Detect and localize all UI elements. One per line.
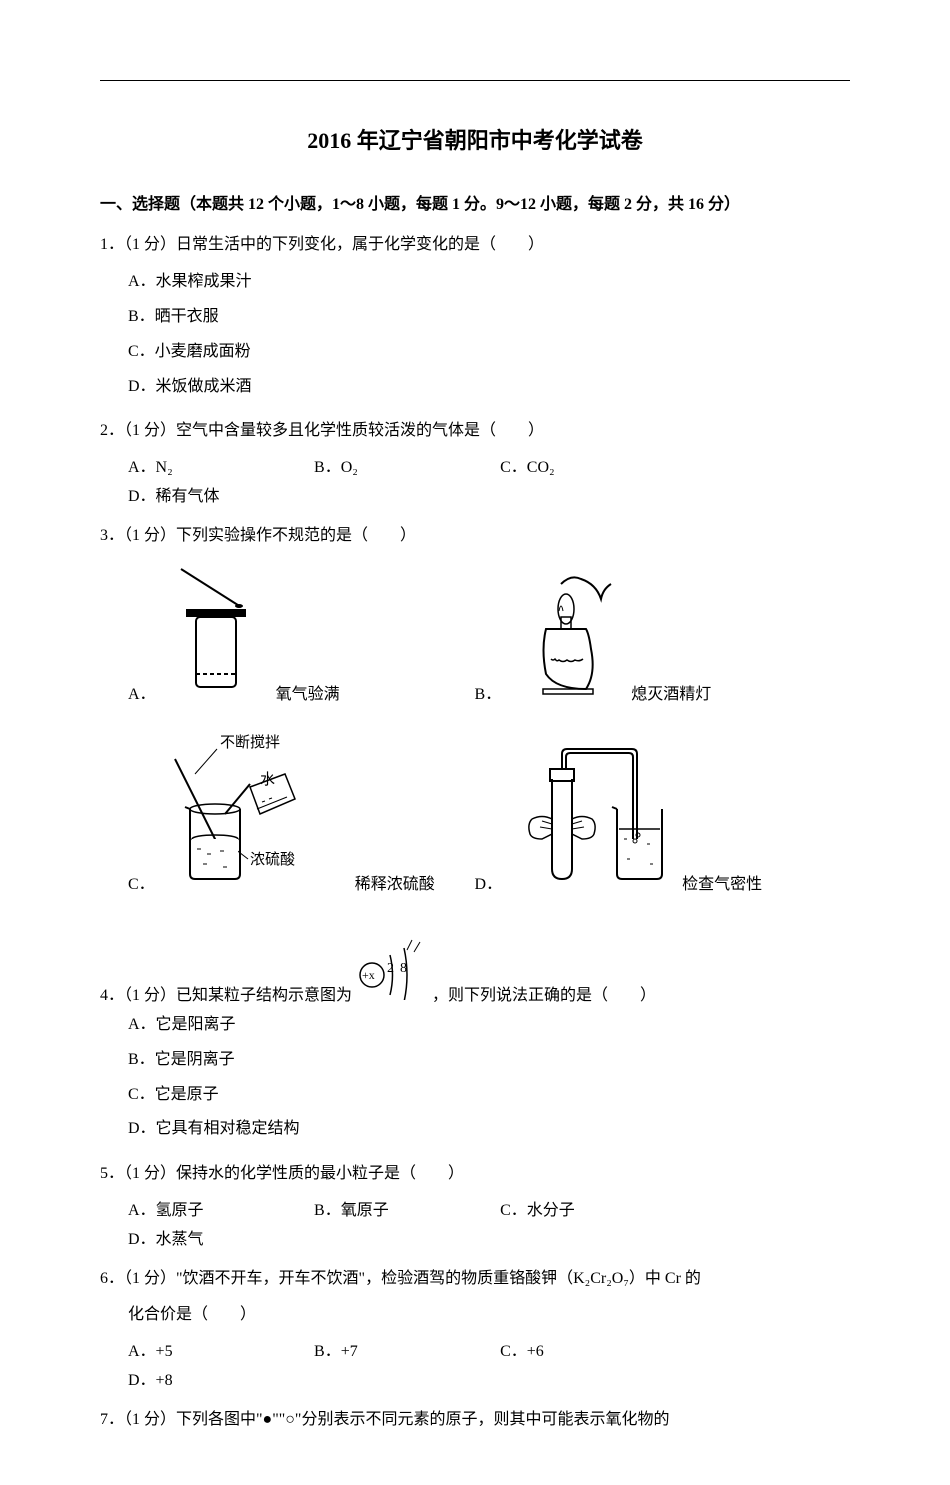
question-3-text: 3．（1 分）下列实验操作不规范的是（ ） — [100, 522, 850, 551]
question-5-text: 5．（1 分）保持水的化学性质的最小粒子是（ ） — [100, 1160, 850, 1189]
q3-a-diagram — [166, 559, 266, 710]
q6-option-c: C．+6 — [500, 1338, 666, 1367]
q4-option-d: D．它具有相对稳定结构 — [128, 1115, 475, 1144]
q3-b-diagram — [511, 559, 621, 710]
q3-option-b: B． 熄灭酒精灯 — [475, 559, 822, 710]
question-7: 7．（1 分）下列各图中"●""○"分别表示不同元素的原子，则其中可能表示氧化物… — [100, 1406, 850, 1435]
q6-option-a: A．+5 — [128, 1338, 294, 1367]
q3-c-caption: 稀释浓硫酸 — [355, 871, 435, 900]
question-7-text: 7．（1 分）下列各图中"●""○"分别表示不同元素的原子，则其中可能表示氧化物… — [100, 1406, 850, 1435]
q4-shell1: 2 — [387, 961, 394, 976]
q4-particle-diagram: +x 2 8 — [352, 930, 432, 1011]
q3-c-diagram: 不断搅拌 水 浓硫酸 — [165, 729, 345, 900]
header-divider — [100, 80, 850, 81]
q4-option-c: C．它是原子 — [128, 1081, 475, 1110]
question-4-text-after: ，则下列说法正确的是（ ） — [432, 982, 656, 1011]
question-3: 3．（1 分）下列实验操作不规范的是（ ） A． 氧气验满 B． — [100, 522, 850, 920]
q3-option-c: C． 不断搅拌 水 浓硫酸 — [128, 729, 475, 900]
q3-b-caption: 熄灭酒精灯 — [631, 681, 711, 710]
q5-option-c: C．水分子 — [500, 1197, 666, 1226]
q5-option-a: A．氢原子 — [128, 1197, 294, 1226]
q1-option-d: D．米饭做成米酒 — [128, 373, 475, 402]
q1-option-b: B．晒干衣服 — [128, 303, 475, 332]
question-6: 6．（1 分）"饮酒不开车，开车不饮酒"，检验酒驾的物质重铬酸钾（K₂Cr₂O₇… — [100, 1265, 850, 1396]
q6-option-d: D．+8 — [128, 1367, 294, 1396]
question-1: 1．（1 分）日常生活中的下列变化，属于化学变化的是（ ） A．水果榨成果汁 B… — [100, 231, 850, 407]
q3-d-diagram — [512, 739, 672, 900]
q3-c-stir-text: 不断搅拌 — [220, 734, 280, 751]
q2-option-b: B．O₂ — [314, 454, 480, 483]
question-4-text-before: 4．（1 分）已知某粒子结构示意图为 — [100, 982, 352, 1011]
q5-option-b: B．氧原子 — [314, 1197, 480, 1226]
question-2-text: 2．（1 分）空气中含量较多且化学性质较活泼的气体是（ ） — [100, 417, 850, 446]
q3-d-label: D． — [475, 871, 503, 900]
section-header: 一、选择题（本题共 12 个小题，1～8 小题，每题 1 分。9～12 小题，每… — [100, 191, 850, 220]
q3-b-label: B． — [475, 681, 502, 710]
question-6-text: 6．（1 分）"饮酒不开车，开车不饮酒"，检验酒驾的物质重铬酸钾（K₂Cr₂O₇… — [100, 1265, 850, 1294]
q4-shell2: 8 — [400, 961, 407, 976]
q6-option-b: B．+7 — [314, 1338, 480, 1367]
q3-a-caption: 氧气验满 — [276, 681, 340, 710]
question-4: 4．（1 分）已知某粒子结构示意图为 +x 2 8 ，则下列说法正确的是（ ） … — [100, 930, 850, 1150]
q4-option-a: A．它是阳离子 — [128, 1011, 475, 1040]
q4-option-b: B．它是阴离子 — [128, 1046, 475, 1075]
q3-c-water-text: 水 — [260, 771, 275, 788]
q3-c-label: C． — [128, 871, 155, 900]
q1-option-c: C．小麦磨成面粉 — [128, 338, 475, 367]
q2-option-c: C．CO₂ — [500, 454, 666, 483]
q1-option-a: A．水果榨成果汁 — [128, 268, 475, 297]
q3-option-d: D． — [475, 729, 822, 900]
q2-option-a: A．N₂ — [128, 454, 294, 483]
q2-option-d: D．稀有气体 — [128, 483, 294, 512]
q3-option-a: A． 氧气验满 — [128, 559, 475, 710]
q3-a-label: A． — [128, 681, 156, 710]
q3-c-acid-text: 浓硫酸 — [250, 851, 295, 868]
q3-d-caption: 检查气密性 — [682, 871, 762, 900]
exam-title: 2016 年辽宁省朝阳市中考化学试卷 — [100, 121, 850, 161]
question-2: 2．（1 分）空气中含量较多且化学性质较活泼的气体是（ ） A．N₂ B．O₂ … — [100, 417, 850, 511]
question-1-text: 1．（1 分）日常生活中的下列变化，属于化学变化的是（ ） — [100, 231, 850, 260]
question-6-text2: 化合价是（ ） — [100, 1301, 850, 1330]
q4-center: +x — [362, 968, 375, 982]
q5-option-d: D．水蒸气 — [128, 1226, 294, 1255]
question-5: 5．（1 分）保持水的化学性质的最小粒子是（ ） A．氢原子 B．氧原子 C．水… — [100, 1160, 850, 1254]
